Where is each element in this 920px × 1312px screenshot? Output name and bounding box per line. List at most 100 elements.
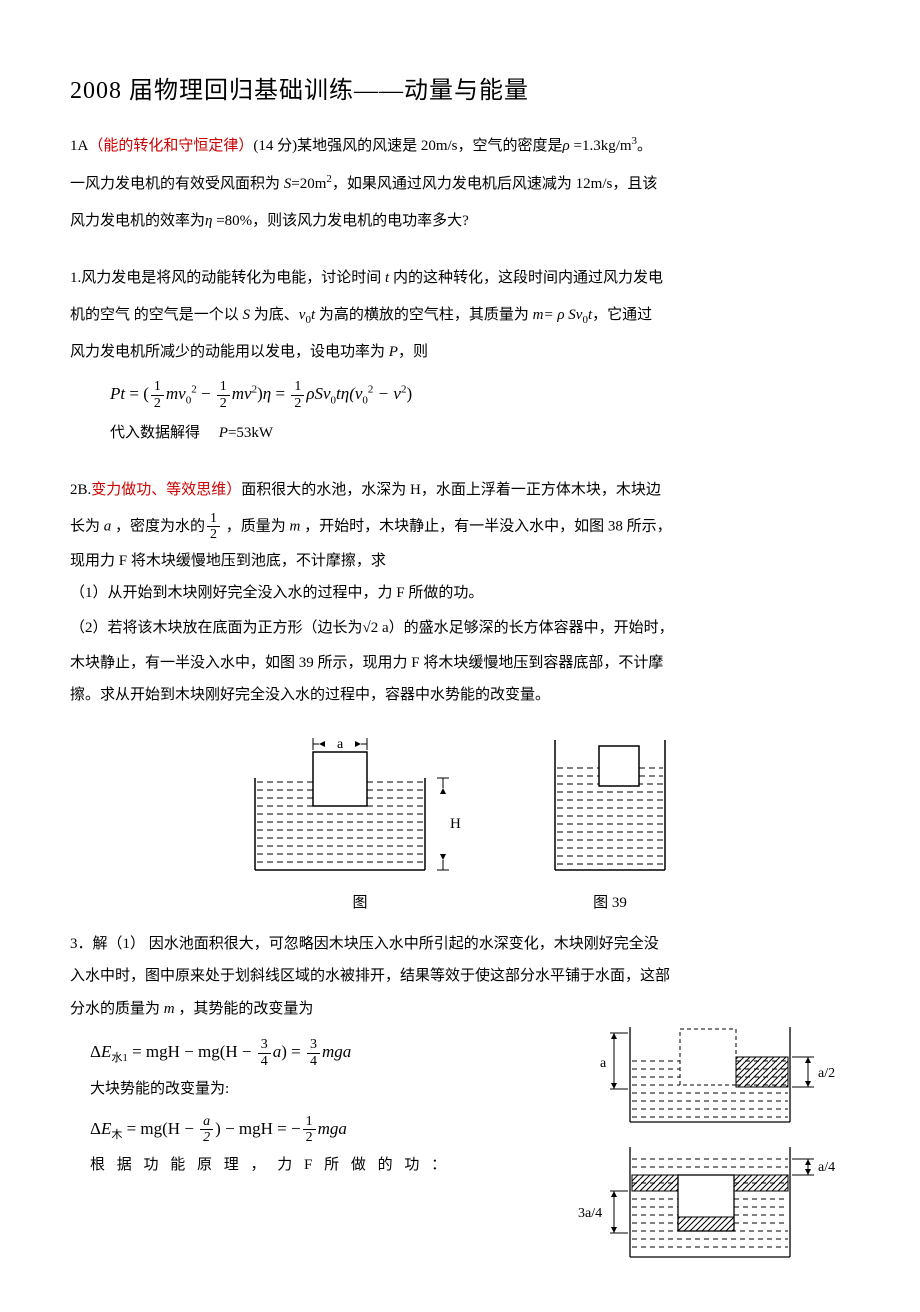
d34a: 4 bbox=[258, 1054, 271, 1069]
m-eq: m= ρ Sv0t bbox=[533, 307, 592, 323]
q1-line2: 一风力发电机的有效受风面积为 S=20m2，如果风通过风力发电机后风速减为 12… bbox=[70, 167, 850, 201]
a3-t1: 分水的质量为 bbox=[70, 1001, 164, 1017]
a1-t2: 内的这种转化，这段时间内通过风力发电 bbox=[389, 270, 663, 286]
fig38-a-label: a bbox=[337, 737, 344, 752]
mv: mv bbox=[166, 384, 186, 403]
num1: 1 bbox=[151, 379, 164, 395]
sub-water1: 水1 bbox=[111, 1052, 128, 1064]
a1-t3: 机的空气 的空气是一个以 bbox=[70, 307, 243, 323]
frac34b: 34 bbox=[307, 1037, 320, 1069]
q1-t8: =80%，则该风力发电机的电功率多大? bbox=[212, 213, 468, 229]
q1-t6: ，如果风通过风力发电机后风速减为 12m/s，且该 bbox=[332, 176, 657, 192]
fig38-svg: a H bbox=[245, 730, 475, 880]
a1-t1: 1.风力发电是将风的动能转化为电能，讨论时间 bbox=[70, 270, 385, 286]
dE2: Δ bbox=[90, 1118, 101, 1137]
q1-t1: (14 分)某地强风的风速是 20m/s，空气的密度是 bbox=[253, 138, 562, 154]
frac-half-1: 12 bbox=[151, 379, 164, 411]
rhs: ρSv0tη(v02 − v2 bbox=[306, 384, 406, 403]
q2-t2: 长为 bbox=[70, 518, 104, 534]
sub-wood: 木 bbox=[111, 1129, 122, 1141]
da2: 2 bbox=[200, 1130, 213, 1145]
q2-t1: 面积很大的水池，水深为 H，水面上浮着一正方体木块，木块边 bbox=[241, 482, 661, 498]
den3: 2 bbox=[291, 396, 304, 411]
num3: 1 bbox=[291, 379, 304, 395]
a-var2: a bbox=[273, 1042, 282, 1061]
a3-line2: 入水中时，图中原来处于划斜线区域的水被排开，结果等效于使这部分水平铺于水面，这部 bbox=[70, 962, 850, 991]
solution-row: ΔE水1 = mgH − mg(H − 34a) = 34mga 大块势能的改变… bbox=[70, 1027, 850, 1272]
eq2: ) = bbox=[281, 1042, 305, 1061]
a1-line1: 1.风力发电是将风的动能转化为电能，讨论时间 t 内的这种转化，这段时间内通过风… bbox=[70, 262, 850, 295]
a1-result: 代入数据解得 P=53kW bbox=[110, 417, 850, 450]
eq-sign: = ( bbox=[129, 384, 149, 403]
q2-line2: 长为 a ，密度为水的12 ，质量为 m ，开始时，木块静止，有一半没入水中，如… bbox=[70, 511, 850, 543]
numh: 1 bbox=[207, 511, 220, 527]
annot-a4: a/4 bbox=[818, 1160, 835, 1175]
nh: 1 bbox=[303, 1114, 316, 1130]
q1-label: 1A bbox=[70, 138, 88, 154]
frac-half-2: 12 bbox=[217, 379, 230, 411]
na2: a bbox=[200, 1114, 213, 1130]
rhsb: tη(v bbox=[336, 384, 362, 403]
annot-a2: a/2 bbox=[818, 1066, 835, 1081]
q2-s2a: （2）若将该木块放在底面为正方形（边长为 bbox=[70, 620, 363, 636]
a3-formula2: ΔE木 = mg(H − a2) − mgH = −12mga bbox=[90, 1114, 550, 1146]
q1-line3: 风力发电机的效率为η =80%，则该风力发电机的电功率多大? bbox=[70, 205, 850, 238]
rhsa: ρSv bbox=[306, 384, 330, 403]
q2-sub2d: 擦。求从开始到木块刚好完全没入水的过程中，容器中水势能的改变量。 bbox=[70, 681, 850, 710]
fig39-svg bbox=[545, 730, 675, 880]
a1-t6: ，它通过 bbox=[592, 307, 652, 323]
q1-t2: =1.3kg/m bbox=[570, 138, 632, 154]
mga2: mga bbox=[318, 1118, 347, 1137]
document-page: 2008 届物理回归基础训练——动量与能量 1A（能的转化和守恒定律）(14 分… bbox=[0, 0, 920, 1312]
rhsc: − v bbox=[373, 384, 401, 403]
a3-t2: ，其势能的改变量为 bbox=[175, 1001, 314, 1017]
q2-line1: 2B.变力做功、等效思维）面积很大的水池，水深为 H，水面上浮着一正方体木块，木… bbox=[70, 474, 850, 507]
q2-label: 2B. bbox=[70, 482, 91, 498]
frac-half-q2: 12 bbox=[207, 511, 220, 543]
s0: 0 bbox=[186, 394, 192, 406]
frac-half-3: 12 bbox=[291, 379, 304, 411]
v0t-var: v0t bbox=[299, 307, 315, 323]
P-res: =53kW bbox=[228, 425, 273, 441]
den2: 2 bbox=[217, 396, 230, 411]
P-var: P bbox=[389, 344, 398, 360]
mv2: mv bbox=[232, 384, 252, 403]
a1-t5: 为高的横放的空气柱，其质量为 bbox=[315, 307, 533, 323]
annot-a: a bbox=[600, 1056, 607, 1071]
q1-tag: （能的转化和守恒定律） bbox=[88, 138, 253, 154]
m-eq-txt: m= ρ Sv bbox=[533, 307, 583, 323]
d34b: 4 bbox=[307, 1054, 320, 1069]
a1-t7: 风力发电机所减少的动能用以发电，设电功率为 bbox=[70, 344, 389, 360]
q1-t5: =20m bbox=[291, 176, 326, 192]
q1-line1: 1A（能的转化和守恒定律）(14 分)某地强风的风速是 20m/s，空气的密度是… bbox=[70, 129, 850, 163]
a1-formula: Pt = (12mv02 − 12mv2)η = 12ρSv0tη(v02 − … bbox=[110, 379, 850, 411]
mvsq: mv2 bbox=[232, 384, 257, 403]
a3-line3: 分水的质量为 m ，其势能的改变量为 bbox=[70, 995, 850, 1024]
q2-t3: ，密度为水的 bbox=[111, 518, 205, 534]
figure-39: 图 39 bbox=[545, 730, 675, 912]
dh: 2 bbox=[303, 1130, 316, 1145]
a1-t4: 为底、 bbox=[250, 307, 299, 323]
a3-line1: 3．解（1） 因水池面积很大，可忽略因木块压入水中所引起的水深变化，木块刚好完全… bbox=[70, 930, 850, 959]
denh: 2 bbox=[207, 527, 220, 542]
q2-tag: 变力做功、等效思维） bbox=[91, 482, 241, 498]
solution-text: ΔE水1 = mgH − mg(H − 34a) = 34mga 大块势能的改变… bbox=[70, 1027, 550, 1184]
q2-line3: 现用力 F 将木块缓慢地压到池底，不计摩擦，求 bbox=[70, 547, 850, 576]
s0c: 0 bbox=[362, 394, 368, 406]
figure-38: a H 图 bbox=[245, 730, 475, 912]
fig38-label: 图 bbox=[245, 891, 475, 912]
q2-t5: ，开始时，木块静止，有一半没入水中，如图 38 所示， bbox=[300, 518, 671, 534]
q1-t7: 风力发电机的效率为 bbox=[70, 213, 205, 229]
den1: 2 bbox=[151, 396, 164, 411]
sub-label: 代入数据解得 bbox=[110, 425, 200, 441]
frac34a: 34 bbox=[258, 1037, 271, 1069]
rho-symbol: ρ bbox=[563, 138, 570, 154]
eq4: ) − mgH = − bbox=[215, 1118, 300, 1137]
q1-t3: 。 bbox=[637, 138, 652, 154]
m-var2: m bbox=[164, 1001, 175, 1017]
P-res-label: P bbox=[219, 425, 228, 441]
sqrt2: √2 bbox=[363, 620, 379, 636]
fig39-label: 图 39 bbox=[545, 891, 675, 912]
mga: mga bbox=[322, 1042, 351, 1061]
frac-a2: a2 bbox=[200, 1114, 213, 1146]
